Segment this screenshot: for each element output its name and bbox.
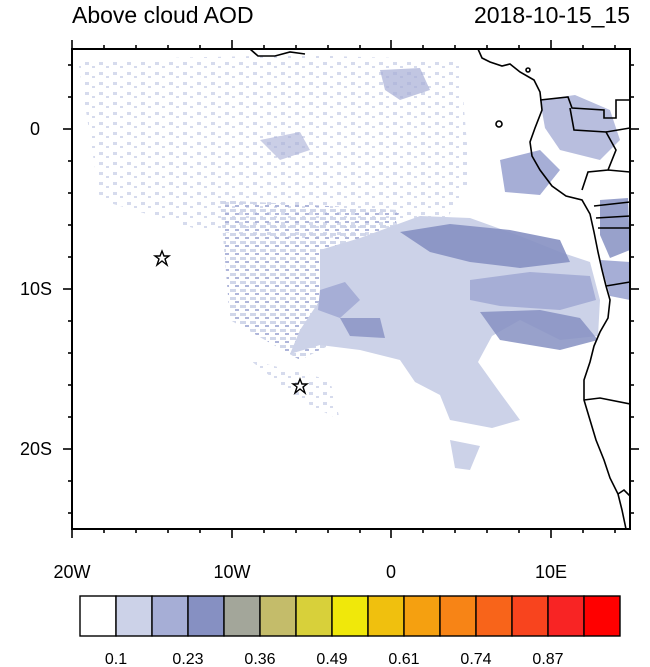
x-tick-label-10e: 10E: [535, 562, 567, 582]
colorbar-label: 0.1: [105, 651, 127, 667]
coastline: [249, 49, 630, 529]
site-markers: [152, 249, 310, 396]
x-tick-label-20w: 20W: [53, 562, 90, 582]
colorbar: 0.1 0.23 0.36 0.49 0.61 0.74 0.87: [79, 595, 621, 667]
axis-ticks: [63, 40, 639, 538]
colorbar-swatch: [511, 595, 549, 637]
colorbar-swatch: [367, 595, 405, 637]
map-datetime: 2018-10-15_15: [473, 2, 630, 28]
star-marker-2: [290, 377, 310, 396]
colorbar-label: 0.49: [316, 651, 347, 667]
colorbar-label: 0.23: [172, 651, 203, 667]
colorbar-label: 0.74: [460, 651, 491, 667]
y-tick-label-20s: 20S: [20, 439, 52, 459]
x-tick-label-10w: 10W: [213, 562, 250, 582]
colorbar-swatch: [151, 595, 189, 637]
colorbar-label: 0.36: [244, 651, 275, 667]
y-tick-label-10s: 10S: [20, 279, 52, 299]
star-marker-1: [152, 249, 172, 268]
colorbar-swatch: [439, 595, 477, 637]
colorbar-swatch: [187, 595, 225, 637]
colorbar-swatch: [331, 595, 369, 637]
colorbar-swatch: [547, 595, 585, 637]
y-tick-label-0: 0: [30, 119, 40, 139]
colorbar-label: 0.61: [388, 651, 419, 667]
map-title: Above cloud AOD: [72, 2, 254, 28]
colorbar-swatch: [223, 595, 261, 637]
colorbar-swatch: [403, 595, 441, 637]
colorbar-swatch: [475, 595, 513, 637]
colorbar-label: 0.87: [532, 651, 563, 667]
colorbar-swatch: [79, 595, 117, 637]
colorbar-swatch: [115, 595, 153, 637]
tick-labels: 20W 10W 0 10E 0 10S 20S: [20, 119, 567, 582]
colorbar-swatch: [295, 595, 333, 637]
colorbar-swatch: [583, 595, 621, 637]
colorbar-swatch: [259, 595, 297, 637]
x-tick-label-0: 0: [386, 562, 396, 582]
